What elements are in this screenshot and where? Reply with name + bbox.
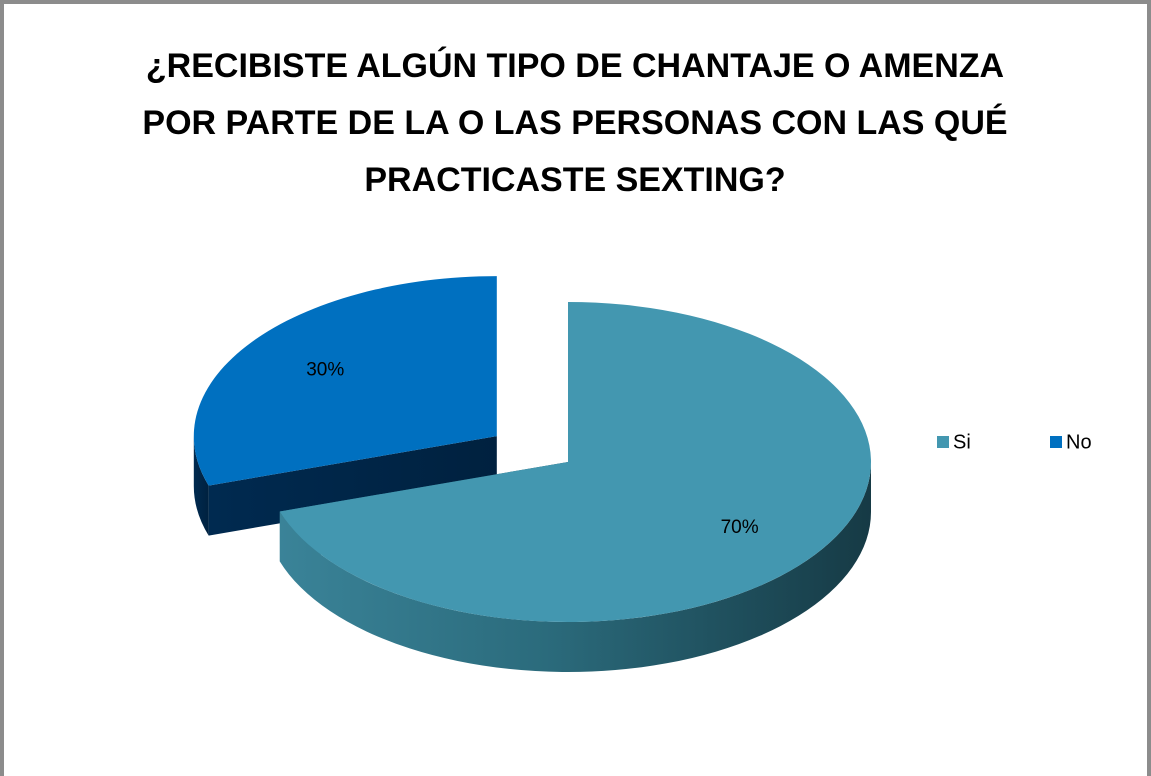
slice-side	[193, 436, 209, 536]
pie: 30% 70%	[193, 276, 872, 673]
chart-title: ¿RECIBISTE ALGÚN TIPO DE CHANTAJE O AMEN…	[142, 47, 1008, 199]
slice-face	[208, 436, 497, 536]
data-label: 30%	[306, 359, 344, 380]
data-label: 70%	[721, 517, 759, 538]
legend: Si No	[937, 431, 1092, 453]
slice-side	[279, 462, 872, 673]
legend-label: Si	[953, 431, 971, 453]
slice	[279, 302, 872, 622]
legend-swatch	[1050, 436, 1062, 448]
slice	[193, 276, 497, 486]
legend-label: No	[1066, 431, 1092, 453]
legend-swatch	[937, 436, 949, 448]
